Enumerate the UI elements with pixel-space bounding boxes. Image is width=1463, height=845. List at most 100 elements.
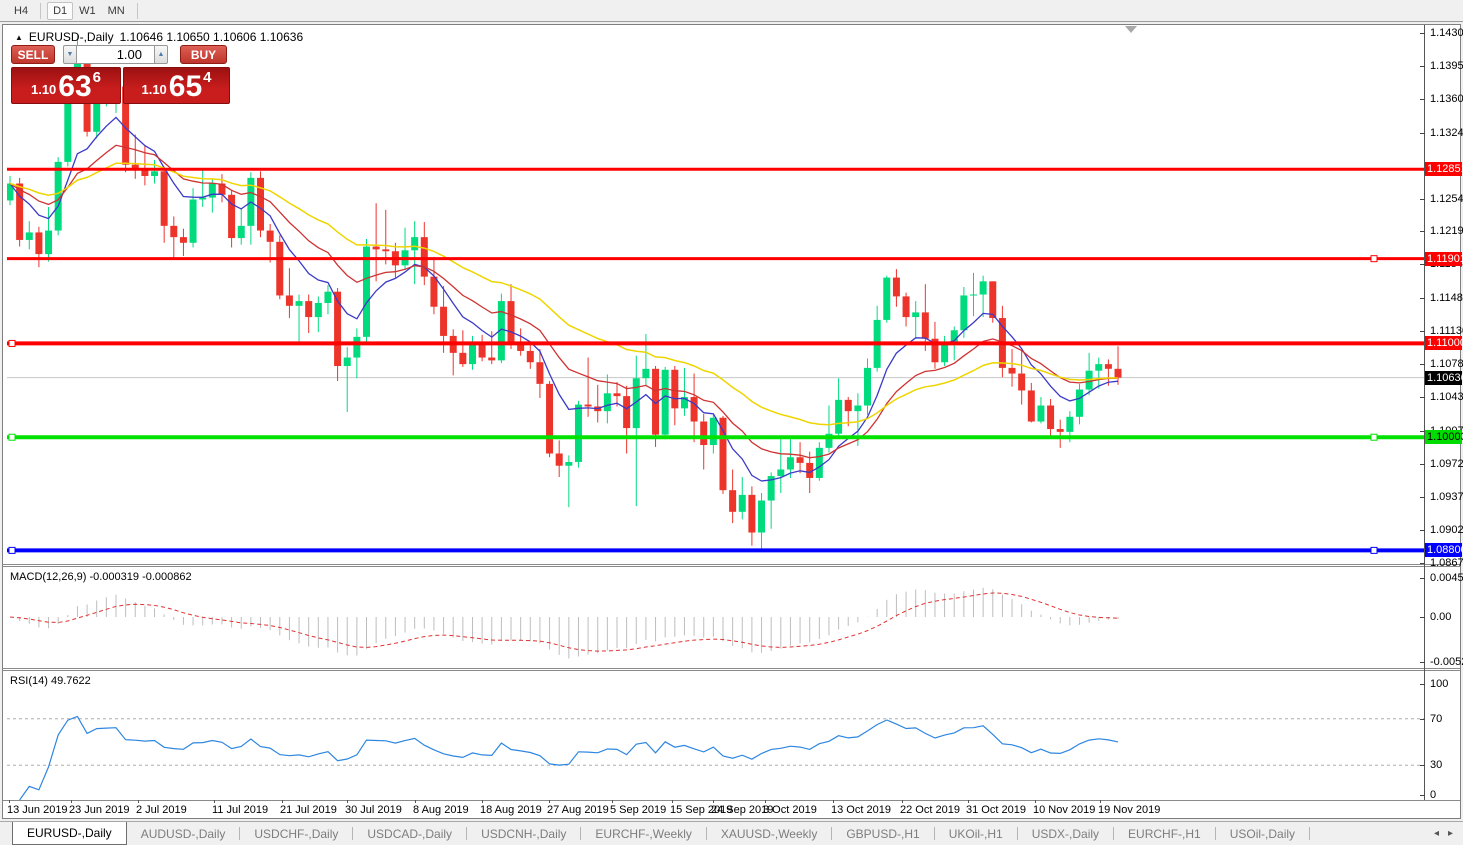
candle-body xyxy=(276,241,284,296)
volume-input[interactable]: 1.00 xyxy=(77,45,154,64)
tab-eurusd-daily[interactable]: EURUSD-,Daily xyxy=(12,822,127,845)
sell-price-big-digits: 63 xyxy=(58,70,92,103)
price-tick-label: 1.13600 xyxy=(1430,92,1463,105)
tab-scroll-right-icon[interactable]: ▸ xyxy=(1447,828,1453,839)
price-tick xyxy=(1420,430,1425,432)
candle-body xyxy=(950,330,958,345)
chart-shift-marker-icon[interactable] xyxy=(1125,26,1137,33)
sell-price-prefix: 1.10 xyxy=(30,82,57,97)
tab-eurchf-weekly[interactable]: EURCHF-,Weekly xyxy=(595,826,692,841)
candle-body xyxy=(815,447,823,478)
price-badge-1.11000: 1.11000 xyxy=(1425,336,1463,351)
volume-increase-button[interactable]: ▲ xyxy=(154,45,168,64)
line-anchor-handle[interactable] xyxy=(8,433,16,441)
buy-button[interactable]: BUY xyxy=(180,45,227,64)
candle-body xyxy=(970,294,977,296)
timeframe-button-h4[interactable]: H4 xyxy=(14,4,29,17)
moving-average-8[interactable] xyxy=(9,116,1119,482)
candle-body xyxy=(632,378,640,429)
candle-body xyxy=(305,301,313,318)
candle-body xyxy=(623,396,631,429)
tab-eurchf-h1[interactable]: EURCHF-,H1 xyxy=(1128,826,1201,841)
moving-average-17[interactable] xyxy=(9,144,1119,459)
candle-body xyxy=(93,94,101,132)
tab-scroll-left-icon[interactable]: ◂ xyxy=(1433,828,1439,839)
tab-xauusd-weekly[interactable]: XAUUSD-,Weekly xyxy=(720,826,818,841)
tab-gbpusd-h1[interactable]: GBPUSD-,H1 xyxy=(846,826,920,841)
candle-body xyxy=(459,352,467,365)
tab-usdchf-daily[interactable]: USDCHF-,Daily xyxy=(254,826,339,841)
sell-price-display[interactable]: 1.10 63 6 xyxy=(11,67,121,104)
tab-usdcad-daily[interactable]: USDCAD-,Daily xyxy=(367,826,453,841)
candle-body xyxy=(748,494,756,533)
candle-body xyxy=(314,302,322,318)
tab-ukoil-h1[interactable]: UKOil-,H1 xyxy=(948,826,1003,841)
rsi-axis-label-tick xyxy=(1420,795,1425,796)
pane-separator-macd[interactable] xyxy=(3,564,1460,567)
tab-audusd-daily[interactable]: AUDUSD-,Daily xyxy=(140,826,226,841)
price-tick xyxy=(1420,264,1425,266)
candle-body xyxy=(1114,368,1122,378)
candle-body xyxy=(613,393,621,397)
chart-area[interactable]: ▲ EURUSD-,Daily 1.10646 1.10650 1.10606 … xyxy=(3,25,1463,818)
line-anchor-handle[interactable] xyxy=(1370,433,1378,441)
date-tick xyxy=(612,800,613,803)
price-chart[interactable] xyxy=(7,28,1424,565)
line-anchor-handle[interactable] xyxy=(8,546,16,554)
price-tick xyxy=(1420,364,1425,366)
pane-separator-rsi[interactable] xyxy=(3,668,1460,671)
candle-body xyxy=(218,183,226,195)
date-label: 18 Aug 2019 xyxy=(480,804,542,816)
candle-body xyxy=(825,433,833,448)
chart-window: ▲ EURUSD-,Daily 1.10646 1.10650 1.10606 … xyxy=(2,24,1463,819)
collapse-panel-icon[interactable]: ▲ xyxy=(15,32,23,42)
candle-body xyxy=(285,295,293,306)
candle-body xyxy=(960,295,968,331)
date-tick xyxy=(214,800,215,803)
sell-button[interactable]: SELL xyxy=(11,45,55,64)
candle-body xyxy=(719,417,727,491)
line-anchor-handle[interactable] xyxy=(8,339,16,347)
price-tick xyxy=(1420,298,1425,300)
buy-price-display[interactable]: 1.10 65 4 xyxy=(123,67,230,104)
tab-usdx-daily[interactable]: USDX-,Daily xyxy=(1031,826,1100,841)
symbol-tab-bar: EURUSD-,Daily AUDUSD-,Daily USDCHF-,Daily U… xyxy=(0,821,1463,845)
macd-pane[interactable] xyxy=(7,568,1424,668)
candle-body xyxy=(767,476,775,501)
tab-separator xyxy=(1016,827,1018,840)
price-tick xyxy=(1420,463,1425,465)
price-tick-label: 1.10430 xyxy=(1430,391,1463,404)
tab-separator xyxy=(705,827,707,840)
line-anchor-handle[interactable] xyxy=(1370,546,1378,554)
candle-body xyxy=(1018,373,1026,391)
spinner-down-icon: ▼ xyxy=(66,51,74,58)
date-label: 8 Aug 2019 xyxy=(413,804,469,816)
price-axis-line xyxy=(1424,25,1425,800)
macd-axis-label: 0.00 xyxy=(1430,611,1452,623)
date-tick xyxy=(902,800,903,803)
candle-body xyxy=(565,461,573,466)
timeframe-button-w1[interactable]: W1 xyxy=(79,4,96,17)
candle-body xyxy=(334,291,342,367)
timeframe-button-d1[interactable]: D1 xyxy=(47,1,74,20)
candle-body xyxy=(642,368,650,379)
rsi-pane[interactable] xyxy=(7,672,1424,800)
moving-average-34[interactable] xyxy=(9,162,1118,426)
tab-usdcnh-daily[interactable]: USDCNH-,Daily xyxy=(481,826,567,841)
candle-body xyxy=(883,277,891,320)
price-tick xyxy=(1420,397,1425,399)
candle-body xyxy=(854,405,862,412)
date-tick xyxy=(833,800,834,803)
price-tick-label: 1.09720 xyxy=(1430,457,1463,470)
candle-body xyxy=(45,230,53,255)
candle-body xyxy=(131,164,139,169)
date-tick xyxy=(1035,800,1036,803)
candle-body xyxy=(979,281,987,295)
tab-usoil-daily[interactable]: USOil-,Daily xyxy=(1229,826,1296,841)
candle-body xyxy=(199,197,207,200)
price-tick xyxy=(1420,231,1425,233)
volume-decrease-button[interactable]: ▼ xyxy=(63,45,77,64)
candle-body xyxy=(1066,416,1074,432)
line-anchor-handle[interactable] xyxy=(1370,255,1378,263)
timeframe-button-mn[interactable]: MN xyxy=(107,4,125,17)
